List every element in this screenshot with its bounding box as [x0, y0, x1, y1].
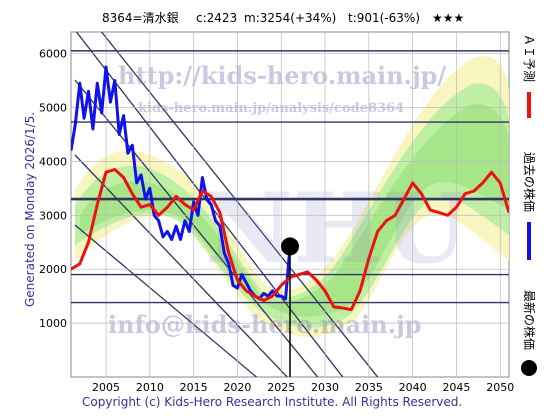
x-tick-label: 2020 [223, 381, 251, 394]
watermark-top: http://kids-hero.main.jp/ [118, 61, 446, 90]
y-tick-label: 5000 [39, 101, 67, 114]
legend: ＡＩ予測 過去の株価 最新の株価 [521, 34, 537, 376]
x-tick-label: 2050 [486, 381, 514, 394]
watermark-bottom: info@kids-hero.main.jp [108, 310, 422, 339]
footer-copyright: Copyright (c) Kids-Hero Research Institu… [82, 395, 462, 409]
trend-line [74, 154, 289, 377]
watermark-big: NHU [205, 172, 467, 285]
x-tick-label: 2030 [311, 381, 339, 394]
x-tick-label: 2025 [267, 381, 295, 394]
y-tick-label: 4000 [39, 155, 67, 168]
y-tick-label: 2000 [39, 263, 67, 276]
generated-label: Generated on Monday 2026/1/5. [23, 112, 37, 307]
x-tick-label: 2015 [180, 381, 208, 394]
legend-label-latest: 最新の株価 [522, 290, 537, 350]
x-tick-label: 2045 [442, 381, 470, 394]
plot-area: http://kids-hero.main.jp/ kids-hero.main… [71, 32, 509, 377]
legend-label-past: 過去の株価 [522, 152, 537, 212]
y-tick-label: 3000 [39, 209, 67, 222]
y-axis-ticks: 1000 2000 3000 4000 5000 6000 [39, 48, 67, 331]
header-trough: t:901(-63%) [348, 11, 420, 25]
header-max: m:3254(+34%) [244, 11, 336, 25]
trend-line [74, 79, 319, 377]
x-tick-label: 2035 [355, 381, 383, 394]
latest-price-point [281, 237, 299, 256]
latest-point-group [281, 237, 299, 377]
green-band-outer [75, 83, 509, 328]
legend-marker-latest [521, 360, 537, 376]
x-tick-label: 2005 [92, 381, 120, 394]
x-tick-label: 2040 [399, 381, 427, 394]
x-tick-label: 2010 [136, 381, 164, 394]
watermark-middle: kids-hero.main.jp/analysis/code8364 [138, 101, 404, 116]
y-tick-label: 1000 [39, 317, 67, 330]
x-axis-ticks: 2005 2010 2015 2020 2025 2030 2035 2040 2045 2050 [92, 381, 514, 394]
header-stars: ★★★ [432, 11, 464, 25]
trend-line [100, 32, 379, 377]
legend-label-ai: ＡＩ予測 [522, 34, 536, 82]
header-current: c:2423 [196, 11, 237, 25]
y-tick-label: 6000 [39, 48, 67, 61]
header-code-name: 8364=清水銀 [102, 11, 179, 25]
grid [71, 32, 509, 377]
